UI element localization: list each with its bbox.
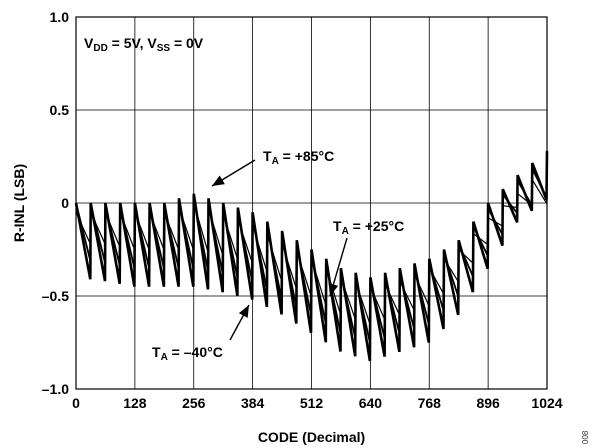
x-axis-label: CODE (Decimal) — [258, 429, 365, 445]
arrow-85c — [211, 159, 256, 187]
series-line-2 — [75, 165, 548, 324]
x-tick-labels: 0 128 256 384 512 640 768 896 1024 — [72, 395, 563, 411]
x-tick-label: 640 — [359, 395, 383, 411]
x-tick-label: 1024 — [531, 395, 562, 411]
conditions-label: VDD = 5V, VSS = 0V — [84, 35, 204, 54]
arrow-minus40c — [229, 304, 250, 341]
x-tick-label: 512 — [300, 395, 324, 411]
series-layer — [74, 150, 549, 362]
figure-id: 008 — [581, 430, 590, 444]
x-tick-label: 0 — [72, 395, 80, 411]
annotation-25c: TA = +25°C — [333, 218, 404, 237]
y-tick-label: –0.5 — [42, 288, 69, 304]
y-tick-label: –1.0 — [42, 381, 69, 397]
plot-border — [75, 16, 548, 390]
y-tick-label: 0 — [61, 195, 69, 211]
y-tick-label: 0.5 — [50, 102, 70, 118]
y-axis-label: R-INL (LSB) — [11, 164, 27, 242]
x-tick-label: 128 — [123, 395, 147, 411]
x-tick-label: 384 — [241, 395, 265, 411]
x-tick-label: 256 — [182, 395, 206, 411]
grid-lines — [75, 16, 548, 390]
y-tick-labels: 1.0 0.5 0 –0.5 –1.0 — [42, 9, 69, 397]
arrow-25c — [328, 237, 348, 297]
annotation-85c: TA = +85°C — [263, 148, 334, 167]
annotation-minus40c: TA = –40°C — [152, 344, 223, 363]
x-tick-label: 768 — [418, 395, 442, 411]
x-tick-label: 896 — [476, 395, 500, 411]
y-tick-label: 1.0 — [50, 9, 70, 25]
